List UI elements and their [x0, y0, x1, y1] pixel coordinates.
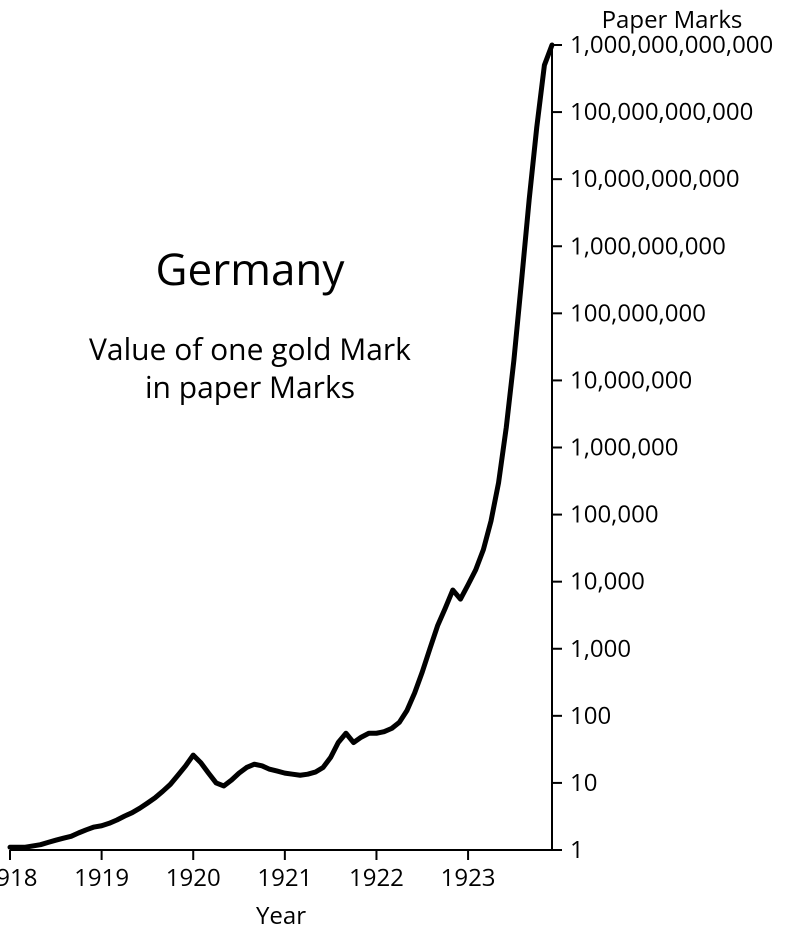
y-tick-label: 10,000,000,000 [570, 162, 740, 195]
x-tick-label: 1920 [166, 861, 221, 894]
inflation-line [10, 45, 552, 847]
y-tick-label: 100,000,000,000 [570, 95, 753, 128]
x-tick-label: 1923 [441, 861, 496, 894]
x-tick-label: 1919 [74, 861, 129, 894]
chart-subtitle-line2: in paper Marks [145, 366, 355, 407]
hyperinflation-chart: 1918 1919 1920 1921 1922 1923 Year 1 10 100 1,000 1… [0, 0, 800, 934]
x-axis-title: Year [256, 899, 306, 932]
x-tick-label: 1921 [257, 861, 312, 894]
chart-title: Germany [156, 238, 346, 298]
chart-subtitle-line1: Value of one gold Mark [89, 328, 411, 369]
y-tick-label: 100,000 [570, 498, 659, 531]
x-tick-label: 1918 [0, 861, 37, 894]
y-tick-label: 10 [570, 766, 597, 799]
y-tick-label: 10,000 [570, 565, 645, 598]
line-series [10, 45, 552, 847]
y-tick-label: 1,000,000 [570, 431, 678, 464]
labels: 1918 1919 1920 1921 1922 1923 Year 1 10 100 1,000 1… [0, 3, 773, 932]
y-tick-label: 1,000,000,000 [570, 229, 726, 262]
x-tick-label: 1922 [349, 861, 404, 894]
y-tick-label: 10,000,000 [570, 363, 692, 396]
y-tick-label: 100 [570, 699, 611, 732]
y-tick-label: 1 [570, 833, 584, 866]
y-tick-label: 1,000 [570, 632, 631, 665]
axes [10, 45, 562, 860]
y-tick-label: 100,000,000 [570, 296, 706, 329]
y-axis-title: Paper Marks [602, 3, 743, 36]
